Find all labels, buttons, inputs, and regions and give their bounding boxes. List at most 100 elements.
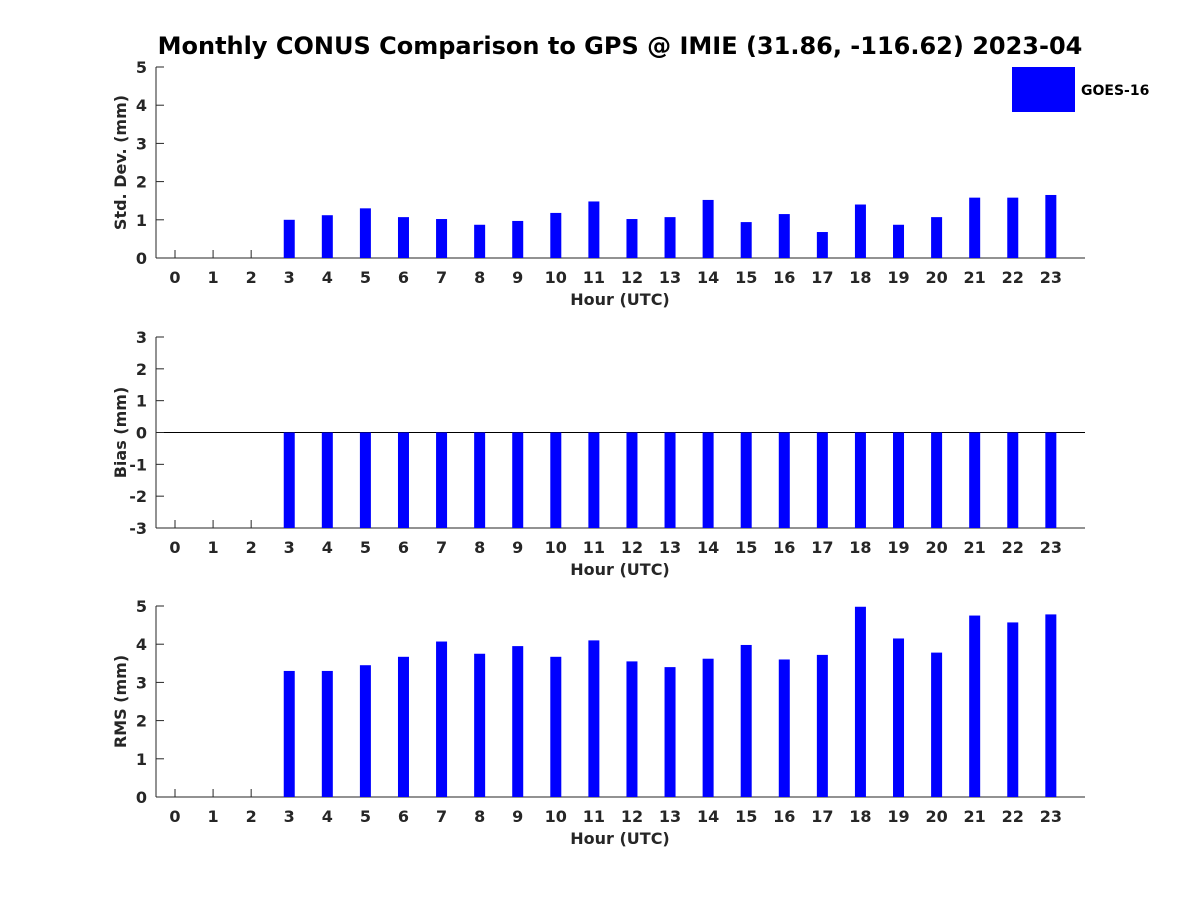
bias-bar xyxy=(1045,432,1057,528)
bias-bar xyxy=(778,432,790,528)
bias-xlabel: Hour (UTC) xyxy=(570,560,670,579)
std-dev-ytick-label: 0 xyxy=(136,249,147,268)
rms-ytick-label: 5 xyxy=(136,597,147,616)
std-dev-ytick-label: 5 xyxy=(136,58,147,77)
rms-ytick-label: 4 xyxy=(136,635,147,654)
bias-xtick-label: 22 xyxy=(1002,538,1024,557)
std-dev-bar xyxy=(854,204,866,258)
std-dev-bar xyxy=(626,219,638,258)
bias-xtick-label: 4 xyxy=(322,538,333,557)
rms-xtick-label: 20 xyxy=(925,807,947,826)
std-dev-bar xyxy=(321,215,333,258)
std-dev-xtick-label: 13 xyxy=(659,268,681,287)
rms-xtick-label: 9 xyxy=(512,807,523,826)
rms-xtick-label: 23 xyxy=(1040,807,1062,826)
bias-xtick-label: 0 xyxy=(169,538,180,557)
std-dev-xlabel: Hour (UTC) xyxy=(570,290,670,309)
std-dev-bar xyxy=(588,201,600,258)
std-dev-xtick-label: 5 xyxy=(360,268,371,287)
rms-bar xyxy=(397,656,409,797)
bias-xtick-label: 13 xyxy=(659,538,681,557)
bias-bar xyxy=(359,432,371,528)
bias-bar xyxy=(664,432,676,528)
rms-bar xyxy=(550,656,562,797)
std-dev-bar xyxy=(778,214,790,258)
bias-bar xyxy=(969,432,981,528)
bias-bar xyxy=(436,432,448,528)
bias-bar xyxy=(283,432,295,528)
std-dev-xtick-label: 12 xyxy=(621,268,643,287)
rms-xtick-label: 7 xyxy=(436,807,447,826)
rms-bar xyxy=(931,652,943,797)
std-dev-bar xyxy=(550,212,562,258)
bias-bar xyxy=(474,432,486,528)
rms-xtick-label: 14 xyxy=(697,807,719,826)
std-dev-bar xyxy=(702,199,714,258)
bias-bar xyxy=(321,432,333,528)
bias-ytick-label: 3 xyxy=(136,328,147,347)
bias-xtick-label: 10 xyxy=(545,538,567,557)
rms-xtick-label: 11 xyxy=(583,807,605,826)
rms-bar xyxy=(283,670,295,797)
rms-ytick-label: 0 xyxy=(136,788,147,807)
std-dev-xtick-label: 4 xyxy=(322,268,333,287)
std-dev-xtick-label: 18 xyxy=(849,268,871,287)
rms-bar xyxy=(321,670,333,797)
std-dev-bar xyxy=(664,217,676,258)
bias-ytick-label: 1 xyxy=(136,392,147,411)
rms-xtick-label: 17 xyxy=(811,807,833,826)
std-dev-xtick-label: 1 xyxy=(208,268,219,287)
bias-xtick-label: 1 xyxy=(208,538,219,557)
bias-bar xyxy=(550,432,562,528)
rms-ytick-label: 3 xyxy=(136,673,147,692)
bias-xtick-label: 8 xyxy=(474,538,485,557)
rms-xtick-label: 10 xyxy=(545,807,567,826)
rms-bar xyxy=(1007,622,1019,797)
bias-bar xyxy=(816,432,828,528)
std-dev-xtick-label: 7 xyxy=(436,268,447,287)
std-dev-xtick-label: 3 xyxy=(284,268,295,287)
std-dev-bar xyxy=(512,220,524,258)
rms-xtick-label: 12 xyxy=(621,807,643,826)
rms-bar xyxy=(626,661,638,797)
bias-xtick-label: 16 xyxy=(773,538,795,557)
std-dev-ylabel: Std. Dev. (mm) xyxy=(111,95,130,230)
rms-xtick-label: 6 xyxy=(398,807,409,826)
std-dev-xtick-label: 9 xyxy=(512,268,523,287)
bias-xtick-label: 2 xyxy=(246,538,257,557)
std-dev-xtick-label: 19 xyxy=(887,268,909,287)
rms-bar xyxy=(359,665,371,797)
rms-bar xyxy=(436,641,448,797)
bias-ytick-label: -2 xyxy=(129,487,147,506)
std-dev-xtick-label: 6 xyxy=(398,268,409,287)
std-dev-xtick-label: 8 xyxy=(474,268,485,287)
bias-bar xyxy=(626,432,638,528)
rms-xtick-label: 8 xyxy=(474,807,485,826)
bias-xtick-label: 14 xyxy=(697,538,719,557)
bias-ytick-label: 0 xyxy=(136,424,147,443)
rms-ytick-label: 1 xyxy=(136,750,147,769)
bias-bar xyxy=(1007,432,1019,528)
bias-xtick-label: 6 xyxy=(398,538,409,557)
bias-xtick-label: 17 xyxy=(811,538,833,557)
rms-bar xyxy=(474,653,486,797)
std-dev-xtick-label: 20 xyxy=(925,268,947,287)
std-dev-bar xyxy=(1045,194,1057,258)
std-dev-ytick-label: 2 xyxy=(136,173,147,192)
bias-xtick-label: 23 xyxy=(1040,538,1062,557)
rms-xtick-label: 21 xyxy=(964,807,986,826)
rms-bar xyxy=(1045,614,1057,797)
std-dev-xtick-label: 22 xyxy=(1002,268,1024,287)
std-dev-xtick-label: 14 xyxy=(697,268,719,287)
rms-xtick-label: 16 xyxy=(773,807,795,826)
bias-xtick-label: 20 xyxy=(925,538,947,557)
legend: GOES-16 xyxy=(1012,67,1149,112)
rms-xtick-label: 0 xyxy=(169,807,180,826)
bias-ytick-label: -3 xyxy=(129,519,147,538)
bias-bar xyxy=(588,432,600,528)
bias-xtick-label: 18 xyxy=(849,538,871,557)
bias-xtick-label: 7 xyxy=(436,538,447,557)
